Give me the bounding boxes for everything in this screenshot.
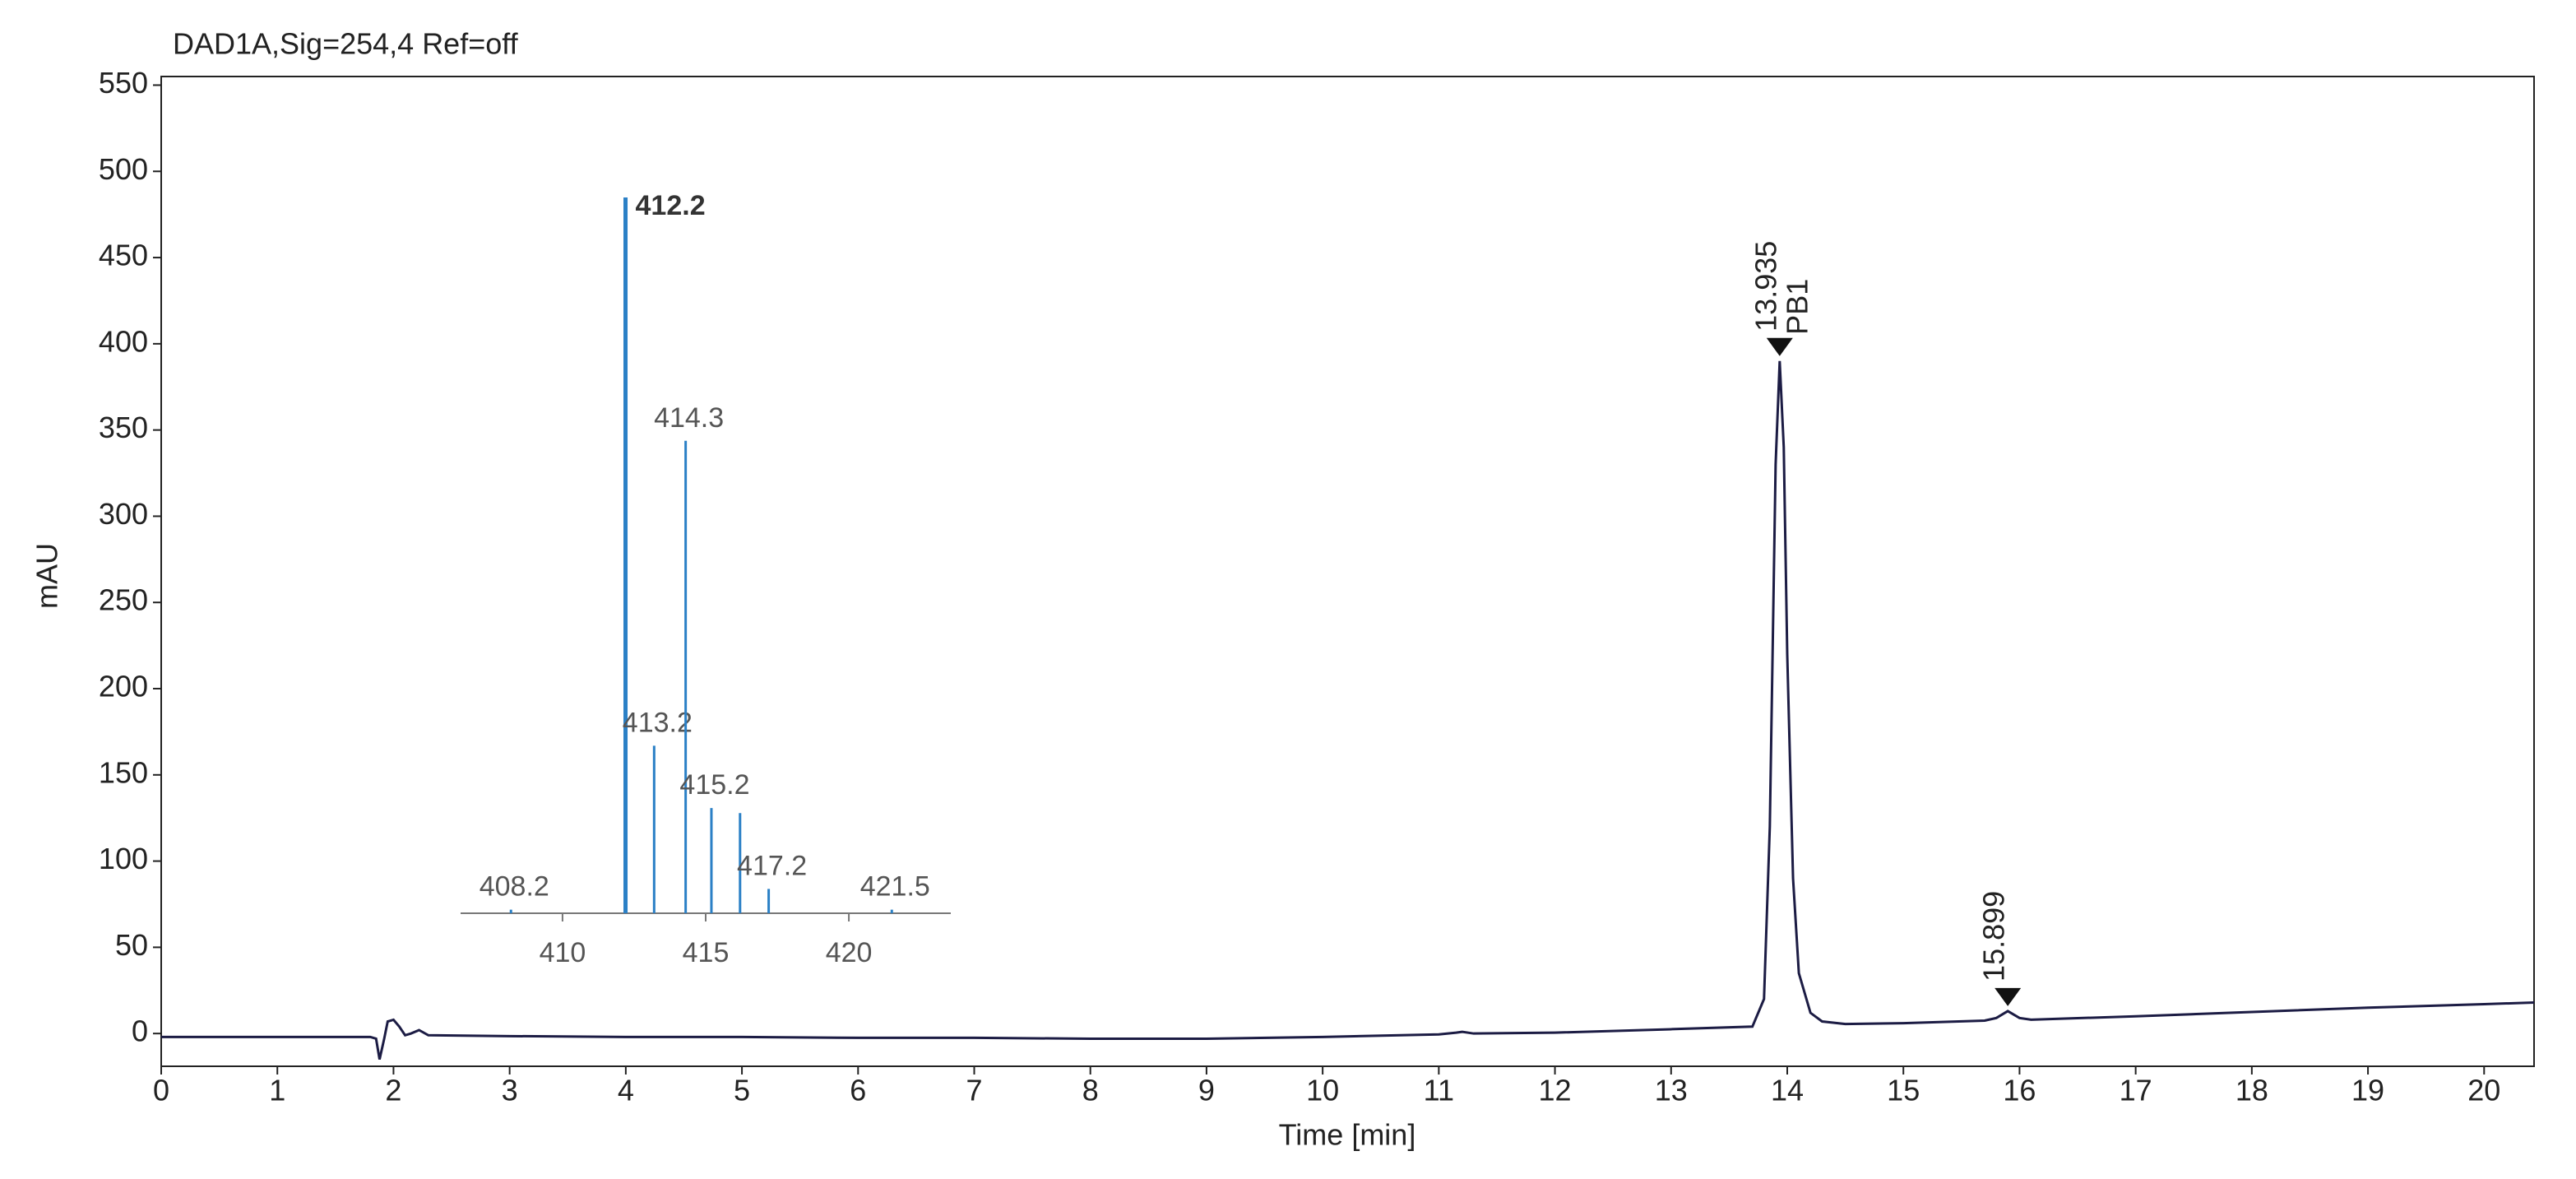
peak-label: 15.899 <box>1977 891 2011 982</box>
x-tick-label: 18 <box>2235 1074 2268 1107</box>
inset-background <box>461 181 951 913</box>
spectrum-peak-label: 421.5 <box>860 871 930 903</box>
x-tick-label: 12 <box>1539 1074 1572 1107</box>
x-tick-label: 1 <box>269 1074 285 1107</box>
peak-tag: PB1 <box>1780 279 1814 335</box>
peak-marker <box>1995 987 2022 1006</box>
x-tick-label: 7 <box>966 1074 982 1107</box>
chart-title: DAD1A,Sig=254,4 Ref=off <box>173 27 519 61</box>
spectrum-peak-label: 408.2 <box>480 871 549 903</box>
x-axis-label: Time [min] <box>1279 1118 1416 1152</box>
inset-x-tick-label: 420 <box>826 937 873 968</box>
y-tick-label: 400 <box>99 324 148 358</box>
inset: 410 415 420 408.2 412.2 413.2 414.3 415.2 417.2 4… <box>461 181 951 968</box>
y-tick-label: 500 <box>99 152 148 186</box>
inset-x-tick-label: 415 <box>683 937 730 968</box>
spectrum-peak-label: 414.3 <box>654 402 724 434</box>
spectrum-peak-label: 417.2 <box>737 850 807 881</box>
signal-trace <box>161 360 2535 1060</box>
y-tick-label: 350 <box>99 411 148 444</box>
x-tick-label: 17 <box>2120 1074 2152 1107</box>
x-tick-label: 13 <box>1655 1074 1688 1107</box>
x-tick-label: 3 <box>502 1074 518 1107</box>
y-tick-label: 550 <box>99 66 148 100</box>
x-tick-label: 15 <box>1887 1074 1920 1107</box>
x-tick-label: 6 <box>850 1074 866 1107</box>
x-tick-label: 20 <box>2467 1074 2500 1107</box>
spectrum-peak-label: 415.2 <box>679 769 749 801</box>
x-tick-label: 9 <box>1198 1074 1215 1107</box>
peak-marker <box>1766 337 1793 356</box>
inset-x-tick-label: 410 <box>540 937 586 968</box>
x-tick-label: 19 <box>2351 1074 2384 1107</box>
x-tick-label: 2 <box>385 1074 401 1107</box>
y-tick-label: 450 <box>99 239 148 272</box>
plot-frame <box>160 76 2535 1067</box>
y-tick-label: 0 <box>132 1014 148 1048</box>
x-tick-label: 11 <box>1424 1074 1454 1107</box>
y-tick-label: 50 <box>115 928 148 962</box>
y-tick-label: 100 <box>99 842 148 875</box>
x-tick-label: 16 <box>2003 1074 2036 1107</box>
y-tick-label: 150 <box>99 755 148 789</box>
peak-label: 13.935 <box>1749 241 1782 332</box>
y-axis-label: mAU <box>30 543 64 609</box>
x-tick-label: 8 <box>1082 1074 1099 1107</box>
x-tick-label: 5 <box>734 1074 750 1107</box>
spectrum-peak-label: 413.2 <box>623 707 693 738</box>
y-tick-label: 250 <box>99 583 148 617</box>
y-tick-label: 200 <box>99 670 148 703</box>
y-tick-label: 300 <box>99 497 148 531</box>
x-tick-label: 4 <box>618 1074 634 1107</box>
spectrum-peak-label: 412.2 <box>636 190 706 221</box>
x-tick-label: 10 <box>1306 1074 1339 1107</box>
x-tick-label: 14 <box>1771 1074 1804 1107</box>
x-tick-label: 0 <box>153 1074 169 1107</box>
